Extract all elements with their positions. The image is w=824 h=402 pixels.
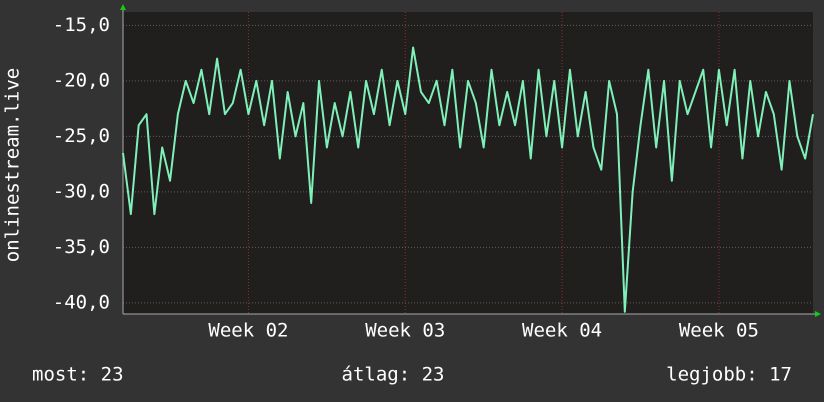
footer-best: legjobb: 17 bbox=[666, 364, 792, 386]
plot-area bbox=[123, 12, 813, 314]
y-tick-label: -15,0 bbox=[53, 14, 110, 36]
x-tick-label: Week 02 bbox=[208, 320, 288, 342]
axis-arrow bbox=[120, 4, 126, 10]
y-axis-label: onlinestream.live bbox=[2, 68, 24, 262]
data-line bbox=[122, 46, 814, 313]
axis-arrow bbox=[815, 311, 821, 317]
y-tick-label: -30,0 bbox=[53, 180, 110, 202]
y-tick-label: -35,0 bbox=[53, 236, 110, 258]
footer-current: most: 23 bbox=[32, 364, 124, 386]
x-tick-label: Week 03 bbox=[365, 320, 445, 342]
y-tick-label: -20,0 bbox=[53, 69, 110, 91]
y-tick-label: -25,0 bbox=[53, 125, 110, 147]
footer-average: átlag: 23 bbox=[342, 364, 445, 386]
x-tick-label: Week 04 bbox=[522, 320, 602, 342]
x-tick-label: Week 05 bbox=[679, 320, 759, 342]
y-tick-label: -40,0 bbox=[53, 291, 110, 313]
